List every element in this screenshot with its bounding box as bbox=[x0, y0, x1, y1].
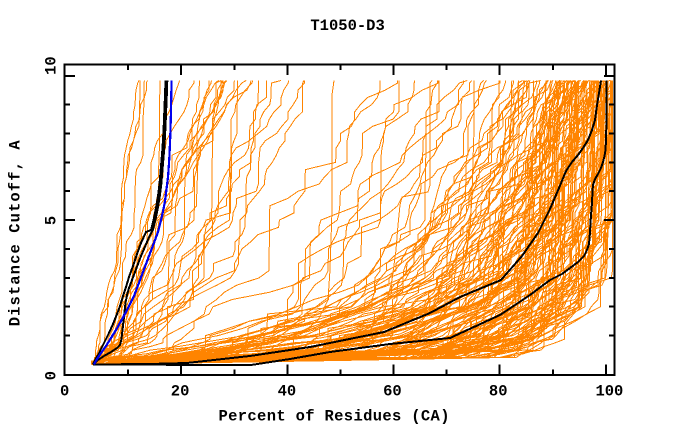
svg-text:0: 0 bbox=[60, 382, 69, 400]
svg-text:80: 80 bbox=[489, 382, 508, 400]
svg-text:0: 0 bbox=[43, 371, 61, 380]
svg-text:100: 100 bbox=[595, 382, 623, 400]
svg-text:20: 20 bbox=[171, 382, 190, 400]
svg-text:60: 60 bbox=[383, 382, 402, 400]
svg-text:Percent of Residues (CA): Percent of Residues (CA) bbox=[219, 408, 450, 426]
svg-text:Distance Cutoff, A: Distance Cutoff, A bbox=[6, 140, 24, 327]
svg-text:T1050-D3: T1050-D3 bbox=[310, 17, 384, 35]
svg-text:5: 5 bbox=[43, 216, 61, 225]
svg-text:40: 40 bbox=[278, 382, 297, 400]
svg-text:10: 10 bbox=[43, 56, 61, 75]
